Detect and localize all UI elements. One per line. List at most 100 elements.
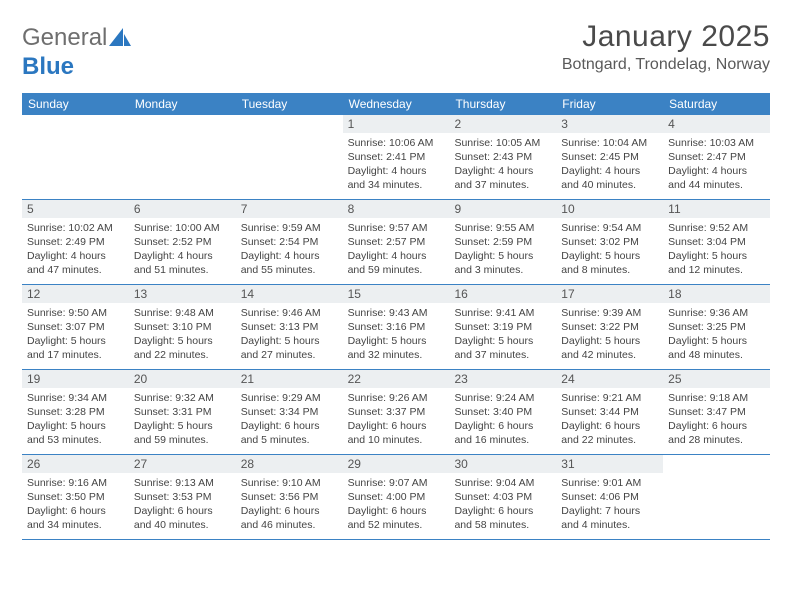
day-number: 26: [22, 455, 129, 473]
sunset-line: Sunset: 2:54 PM: [241, 235, 338, 249]
day-cell: 7Sunrise: 9:59 AMSunset: 2:54 PMDaylight…: [236, 200, 343, 284]
sunrise-line: Sunrise: 9:57 AM: [348, 221, 445, 235]
week-row: 26Sunrise: 9:16 AMSunset: 3:50 PMDayligh…: [22, 455, 770, 540]
sunset-line: Sunset: 2:41 PM: [348, 150, 445, 164]
sunset-line: Sunset: 3:07 PM: [27, 320, 124, 334]
day-details: Sunrise: 9:57 AMSunset: 2:57 PMDaylight:…: [343, 218, 450, 284]
sunrise-line: Sunrise: 9:18 AM: [668, 391, 765, 405]
day-cell: 24Sunrise: 9:21 AMSunset: 3:44 PMDayligh…: [556, 370, 663, 454]
daylight-line: Daylight: 5 hours and 59 minutes.: [134, 419, 231, 447]
sunrise-line: Sunrise: 9:39 AM: [561, 306, 658, 320]
weekday-header: Thursday: [449, 93, 556, 115]
day-number: 25: [663, 370, 770, 388]
day-details: Sunrise: 10:04 AMSunset: 2:45 PMDaylight…: [556, 133, 663, 199]
sunrise-line: Sunrise: 10:05 AM: [454, 136, 551, 150]
daylight-line: Daylight: 5 hours and 42 minutes.: [561, 334, 658, 362]
calendar: SundayMondayTuesdayWednesdayThursdayFrid…: [22, 93, 770, 540]
day-cell: 25Sunrise: 9:18 AMSunset: 3:47 PMDayligh…: [663, 370, 770, 454]
daylight-line: Daylight: 6 hours and 22 minutes.: [561, 419, 658, 447]
daylight-line: Daylight: 5 hours and 8 minutes.: [561, 249, 658, 277]
day-cell: 16Sunrise: 9:41 AMSunset: 3:19 PMDayligh…: [449, 285, 556, 369]
sunset-line: Sunset: 3:10 PM: [134, 320, 231, 334]
day-cell: [129, 115, 236, 199]
location: Botngard, Trondelag, Norway: [562, 56, 770, 74]
day-number: 24: [556, 370, 663, 388]
sunset-line: Sunset: 3:25 PM: [668, 320, 765, 334]
day-details: Sunrise: 9:41 AMSunset: 3:19 PMDaylight:…: [449, 303, 556, 369]
day-details: Sunrise: 9:54 AMSunset: 3:02 PMDaylight:…: [556, 218, 663, 284]
sunset-line: Sunset: 3:16 PM: [348, 320, 445, 334]
day-details: Sunrise: 9:07 AMSunset: 4:00 PMDaylight:…: [343, 473, 450, 539]
sunrise-line: Sunrise: 9:52 AM: [668, 221, 765, 235]
brand-part2: Blue: [22, 53, 74, 80]
sunrise-line: Sunrise: 10:02 AM: [27, 221, 124, 235]
day-number: 10: [556, 200, 663, 218]
month-year: January 2025: [562, 20, 770, 54]
day-cell: 3Sunrise: 10:04 AMSunset: 2:45 PMDayligh…: [556, 115, 663, 199]
week-row: 19Sunrise: 9:34 AMSunset: 3:28 PMDayligh…: [22, 370, 770, 455]
sunset-line: Sunset: 2:47 PM: [668, 150, 765, 164]
sunset-line: Sunset: 3:50 PM: [27, 490, 124, 504]
day-number: 28: [236, 455, 343, 473]
day-cell: 8Sunrise: 9:57 AMSunset: 2:57 PMDaylight…: [343, 200, 450, 284]
daylight-line: Daylight: 6 hours and 46 minutes.: [241, 504, 338, 532]
day-number: 16: [449, 285, 556, 303]
brand-text: General Blue: [22, 24, 131, 81]
sunrise-line: Sunrise: 9:24 AM: [454, 391, 551, 405]
day-details: Sunrise: 9:34 AMSunset: 3:28 PMDaylight:…: [22, 388, 129, 454]
day-cell: 23Sunrise: 9:24 AMSunset: 3:40 PMDayligh…: [449, 370, 556, 454]
day-details: Sunrise: 9:16 AMSunset: 3:50 PMDaylight:…: [22, 473, 129, 539]
day-cell: [22, 115, 129, 199]
day-details: Sunrise: 9:55 AMSunset: 2:59 PMDaylight:…: [449, 218, 556, 284]
day-details: Sunrise: 9:18 AMSunset: 3:47 PMDaylight:…: [663, 388, 770, 454]
day-cell: 18Sunrise: 9:36 AMSunset: 3:25 PMDayligh…: [663, 285, 770, 369]
day-number: 17: [556, 285, 663, 303]
sunset-line: Sunset: 2:45 PM: [561, 150, 658, 164]
day-number: 4: [663, 115, 770, 133]
sunset-line: Sunset: 4:03 PM: [454, 490, 551, 504]
day-number: 3: [556, 115, 663, 133]
daylight-line: Daylight: 6 hours and 10 minutes.: [348, 419, 445, 447]
sunset-line: Sunset: 3:04 PM: [668, 235, 765, 249]
day-details: Sunrise: 9:39 AMSunset: 3:22 PMDaylight:…: [556, 303, 663, 369]
week-row: 12Sunrise: 9:50 AMSunset: 3:07 PMDayligh…: [22, 285, 770, 370]
day-details: Sunrise: 9:26 AMSunset: 3:37 PMDaylight:…: [343, 388, 450, 454]
sunrise-line: Sunrise: 9:26 AM: [348, 391, 445, 405]
day-cell: 13Sunrise: 9:48 AMSunset: 3:10 PMDayligh…: [129, 285, 236, 369]
sunset-line: Sunset: 3:47 PM: [668, 405, 765, 419]
sunset-line: Sunset: 3:02 PM: [561, 235, 658, 249]
day-number: 22: [343, 370, 450, 388]
day-cell: 26Sunrise: 9:16 AMSunset: 3:50 PMDayligh…: [22, 455, 129, 539]
sunrise-line: Sunrise: 10:06 AM: [348, 136, 445, 150]
sunset-line: Sunset: 4:06 PM: [561, 490, 658, 504]
day-details: Sunrise: 10:06 AMSunset: 2:41 PMDaylight…: [343, 133, 450, 199]
day-number: 11: [663, 200, 770, 218]
day-cell: 15Sunrise: 9:43 AMSunset: 3:16 PMDayligh…: [343, 285, 450, 369]
sunrise-line: Sunrise: 9:04 AM: [454, 476, 551, 490]
day-details: Sunrise: 9:24 AMSunset: 3:40 PMDaylight:…: [449, 388, 556, 454]
daylight-line: Daylight: 4 hours and 55 minutes.: [241, 249, 338, 277]
sunset-line: Sunset: 3:40 PM: [454, 405, 551, 419]
weekday-header: Saturday: [663, 93, 770, 115]
daylight-line: Daylight: 6 hours and 58 minutes.: [454, 504, 551, 532]
day-cell: 31Sunrise: 9:01 AMSunset: 4:06 PMDayligh…: [556, 455, 663, 539]
sunrise-line: Sunrise: 9:01 AM: [561, 476, 658, 490]
sunrise-line: Sunrise: 9:54 AM: [561, 221, 658, 235]
daylight-line: Daylight: 4 hours and 44 minutes.: [668, 164, 765, 192]
day-number: 8: [343, 200, 450, 218]
sunrise-line: Sunrise: 9:55 AM: [454, 221, 551, 235]
day-cell: 12Sunrise: 9:50 AMSunset: 3:07 PMDayligh…: [22, 285, 129, 369]
weekday-header: Tuesday: [236, 93, 343, 115]
day-number: 1: [343, 115, 450, 133]
day-details: Sunrise: 9:29 AMSunset: 3:34 PMDaylight:…: [236, 388, 343, 454]
sunrise-line: Sunrise: 9:36 AM: [668, 306, 765, 320]
brand-sail-icon: [109, 25, 131, 53]
sunrise-line: Sunrise: 9:43 AM: [348, 306, 445, 320]
week-row: 1Sunrise: 10:06 AMSunset: 2:41 PMDayligh…: [22, 115, 770, 200]
day-number: 30: [449, 455, 556, 473]
day-details: Sunrise: 10:05 AMSunset: 2:43 PMDaylight…: [449, 133, 556, 199]
day-details: Sunrise: 9:13 AMSunset: 3:53 PMDaylight:…: [129, 473, 236, 539]
day-details: Sunrise: 10:00 AMSunset: 2:52 PMDaylight…: [129, 218, 236, 284]
sunrise-line: Sunrise: 9:16 AM: [27, 476, 124, 490]
day-number: 27: [129, 455, 236, 473]
